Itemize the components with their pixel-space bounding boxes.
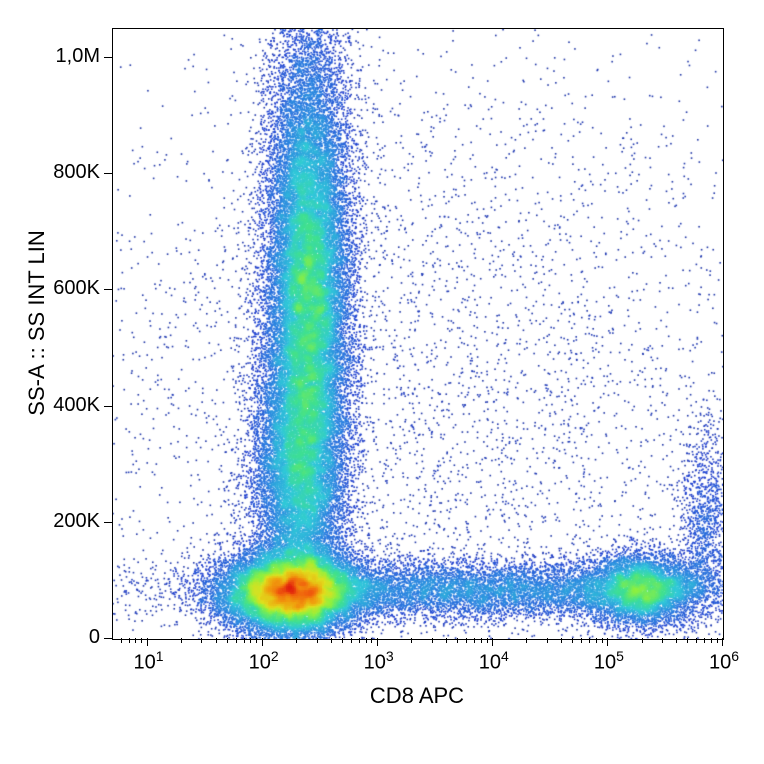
flow-cytometry-chart: CD8 APC SS-A :: SS INT LIN 0 200K 400K 600K…	[0, 0, 764, 764]
x-axis-title: CD8 APC	[357, 683, 477, 709]
x-tick-label: 103	[359, 648, 399, 675]
x-tick-label: 104	[474, 648, 514, 675]
x-tick-label: 105	[589, 648, 629, 675]
y-tick-label: 200K	[53, 510, 100, 533]
y-axis-title: SS-A :: SS INT LIN	[24, 203, 50, 443]
scatter-canvas	[113, 29, 723, 639]
y-tick-label: 0	[89, 626, 100, 649]
x-tick-label: 106	[704, 648, 744, 675]
x-tick-label: 101	[129, 648, 169, 675]
y-tick-label: 400K	[53, 394, 100, 417]
y-tick-label: 600K	[53, 277, 100, 300]
x-tick-label: 102	[244, 648, 284, 675]
y-tick-label: 1,0M	[56, 45, 100, 68]
y-tick-label: 800K	[53, 161, 100, 184]
plot-area	[112, 28, 724, 640]
